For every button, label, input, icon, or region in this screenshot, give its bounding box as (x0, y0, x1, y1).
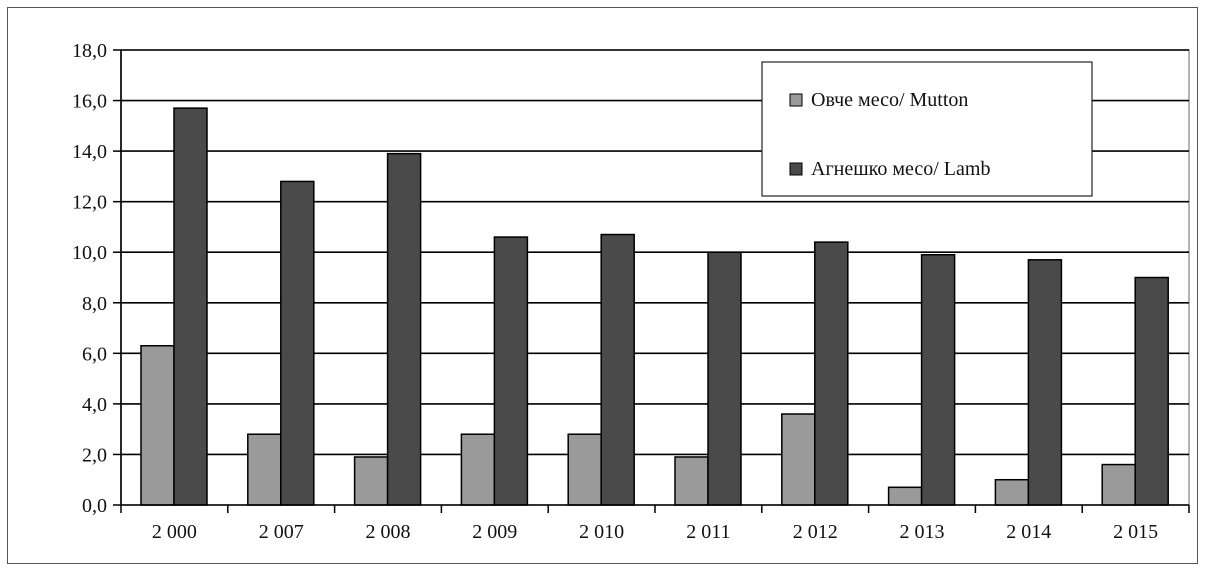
axes: 0,0 2,0 4,0 6,0 8,0 10,0 12,0 14,0 16,0 18,0 2 000… (72, 40, 1190, 543)
legend: Овче месо/ Mutton Агнешко месо/ Lamb (761, 61, 1093, 197)
bar-lamb (173, 107, 208, 506)
bar-mutton (994, 478, 1030, 506)
x-tick-label: 2 014 (1006, 521, 1051, 543)
bar-mutton (887, 486, 923, 506)
x-tick-label: 2 012 (793, 521, 838, 543)
x-tick-label: 2 010 (579, 521, 624, 543)
legend-label-mutton: Овче месо/ Mutton (811, 89, 968, 111)
x-tick-label: 2 015 (1113, 521, 1158, 543)
bar-mutton (781, 413, 816, 506)
bar-lamb (386, 152, 422, 506)
y-tick-label: 10,0 (72, 242, 107, 264)
bar-lamb (707, 251, 742, 506)
bar-mutton (140, 345, 175, 506)
legend-label-lamb: Агнешко месо/ Lamb (811, 158, 990, 180)
y-tick-label: 2,0 (82, 444, 107, 466)
bar-mutton (567, 433, 602, 506)
bar-lamb (920, 254, 956, 506)
x-tick-label: 2 011 (686, 521, 730, 543)
x-tick-label: 2 009 (472, 521, 517, 543)
bar-lamb (280, 180, 315, 506)
bar-mutton (460, 433, 496, 506)
y-tick-label: 12,0 (72, 192, 107, 214)
y-tick-label: 6,0 (82, 343, 107, 365)
y-tick-label: 16,0 (72, 91, 107, 113)
bars (140, 107, 1169, 506)
bar-mutton (247, 433, 282, 506)
bar-lamb (1027, 259, 1063, 506)
bar-lamb (1134, 276, 1169, 506)
x-tick-label: 2 013 (900, 521, 945, 543)
x-tick-label: 2 007 (259, 521, 304, 543)
y-tick-label: 14,0 (72, 141, 107, 163)
y-tick-label: 8,0 (82, 293, 107, 315)
y-tick-label: 4,0 (82, 394, 107, 416)
bar-mutton (1101, 463, 1136, 506)
legend-swatch-mutton (789, 93, 803, 107)
bar-lamb (814, 241, 849, 506)
x-tick-label: 2 008 (366, 521, 411, 543)
bar-mutton (674, 456, 709, 506)
bar-lamb (493, 236, 529, 506)
bar-lamb (600, 233, 635, 506)
legend-swatch-lamb (789, 162, 803, 176)
y-tick-label: 18,0 (72, 40, 107, 62)
x-tick-label: 2 000 (152, 521, 197, 543)
bar-mutton (353, 456, 389, 506)
legend-box (761, 61, 1093, 197)
y-tick-label: 0,0 (82, 495, 107, 517)
